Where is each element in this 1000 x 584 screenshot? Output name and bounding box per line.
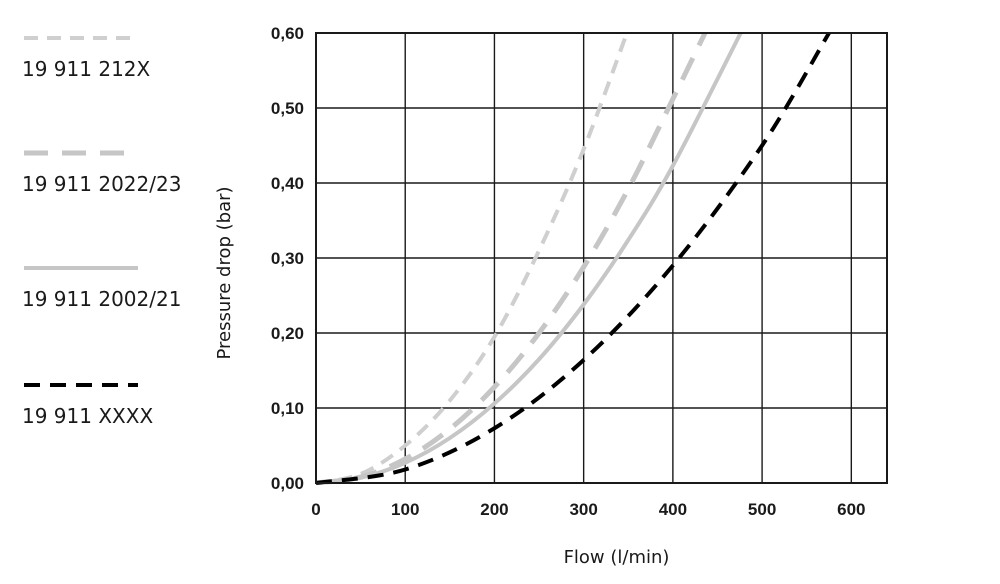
- series-line-2: [316, 31, 708, 485]
- x-tick-label: 200: [480, 500, 508, 519]
- plot-frame: [315, 32, 888, 484]
- y-tick-label: 0,20: [271, 324, 304, 343]
- x-axis-label: Flow (l/min): [564, 547, 670, 568]
- y-tick-label: 0,50: [271, 99, 304, 118]
- legend-label-4: 19 911 XXXX: [22, 404, 153, 428]
- series-line-4: [316, 31, 831, 485]
- y-tick-label: 0,30: [271, 249, 304, 268]
- x-tick-label: 500: [748, 500, 776, 519]
- grid: [316, 32, 887, 483]
- legend-label-3: 19 911 2002/21: [22, 287, 181, 311]
- y-tick-label: 0,00: [271, 474, 304, 493]
- tick-labels: 0 100 200 300 400 500 600 0,00 0,10 0,20 0,30 0,40 0…: [271, 24, 866, 519]
- x-tick-label: 300: [569, 500, 597, 519]
- series-lines: [316, 31, 831, 485]
- x-tick-label: 0: [311, 500, 320, 519]
- y-axis-label: Pressure drop (bar): [214, 186, 235, 359]
- y-tick-label: 0,60: [271, 24, 304, 43]
- x-tick-label: 600: [837, 500, 865, 519]
- x-tick-label: 400: [659, 500, 687, 519]
- y-tick-label: 0,10: [271, 399, 304, 418]
- y-tick-label: 0,40: [271, 174, 304, 193]
- series-line-3: [316, 32, 743, 485]
- legend: 19 911 212X 19 911 2022/23 19 911 2002/21 1…: [22, 36, 181, 428]
- series-line-1: [316, 31, 630, 485]
- legend-label-2: 19 911 2022/23: [22, 172, 181, 196]
- legend-label-1: 19 911 212X: [22, 57, 151, 81]
- x-tick-label: 100: [391, 500, 419, 519]
